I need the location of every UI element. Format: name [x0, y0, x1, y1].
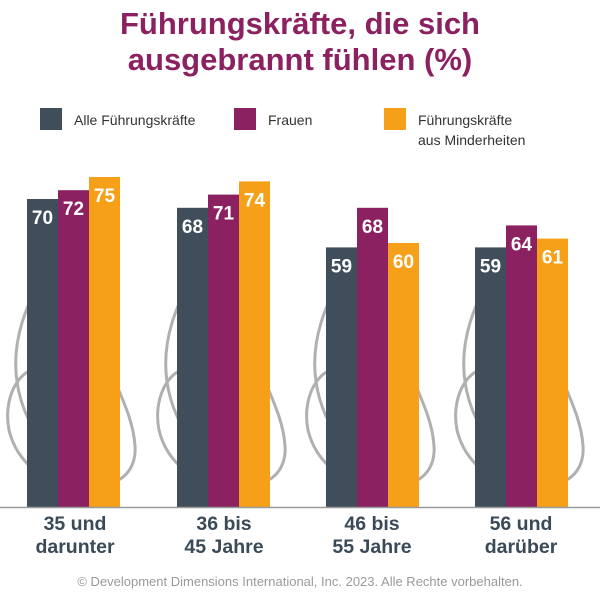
bar-all-leaders-4 — [475, 247, 506, 507]
bar-chart: 70 68 59 59 72 71 68 64 75 74 60 61 — [0, 177, 600, 509]
chart-title-line-1: Führungskräfte, die sich — [119, 6, 480, 41]
bar-all-leaders-2 — [177, 207, 208, 508]
legend-swatch-minority-leaders — [384, 108, 406, 130]
chart-legend: Alle Führungskräfte Frauen Führungskräft… — [0, 108, 600, 152]
category-label-3: 46 bis 55 Jahre — [332, 513, 412, 558]
legend-label-women: Frauen — [268, 112, 313, 128]
chart-title: Führungskräfte, die sich ausgebrannt füh… — [0, 6, 600, 78]
legend-swatch-women — [234, 108, 256, 130]
bar-women-1 — [58, 190, 89, 507]
value-label-minority-leaders-2: 74 — [244, 190, 266, 211]
bar-minority-leaders-4 — [537, 238, 568, 507]
legend-swatch-all-leaders — [40, 108, 62, 130]
bar-minority-leaders-2 — [239, 181, 270, 507]
value-label-women-3: 68 — [362, 217, 383, 238]
legend-label-minority-leaders: Führungskräfte aus Minderheiten — [418, 112, 526, 148]
bar-women-2 — [208, 194, 239, 507]
value-label-all-leaders-2: 68 — [182, 217, 203, 238]
value-label-minority-leaders-3: 60 — [393, 252, 414, 273]
legend-label-all-leaders: Alle Führungskräfte — [74, 112, 196, 128]
value-label-women-2: 71 — [213, 204, 235, 225]
bar-minority-leaders-1 — [89, 177, 120, 507]
value-label-women-4: 64 — [511, 234, 533, 255]
value-label-all-leaders-3: 59 — [331, 256, 352, 277]
bar-all-leaders-1 — [27, 199, 58, 507]
legend-item-women: Frauen — [234, 108, 312, 130]
value-label-minority-leaders-4: 61 — [542, 248, 564, 269]
legend-item-all-leaders: Alle Führungskräfte — [40, 108, 195, 130]
value-label-all-leaders-4: 59 — [480, 256, 501, 277]
bar-minority-leaders-3 — [388, 243, 419, 507]
value-label-all-leaders-1: 70 — [32, 208, 53, 229]
bar-all-leaders-3 — [326, 247, 357, 507]
bar-women-4 — [506, 225, 537, 507]
value-label-women-1: 72 — [63, 199, 84, 220]
legend-item-minority-leaders: Führungskräfte aus Minderheiten — [384, 108, 525, 150]
copyright-footer: © Development Dimensions International, … — [77, 574, 523, 589]
bar-women-3 — [357, 207, 388, 508]
category-label-4: 56 und darüber — [484, 513, 558, 558]
category-label-2: 36 bis 45 Jahre — [184, 513, 264, 558]
chart-title-line-2: ausgebrannt fühlen (%) — [127, 42, 473, 77]
category-label-1: 35 und darunter — [35, 513, 115, 558]
value-label-minority-leaders-1: 75 — [94, 186, 116, 207]
